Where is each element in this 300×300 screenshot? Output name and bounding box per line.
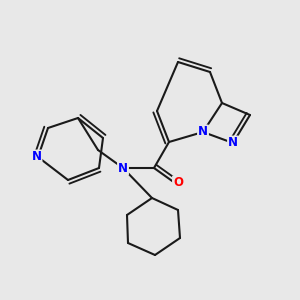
Text: N: N (228, 136, 238, 149)
Text: O: O (173, 176, 183, 190)
Text: N: N (198, 125, 208, 139)
Text: N: N (118, 161, 128, 175)
Text: N: N (32, 151, 41, 164)
